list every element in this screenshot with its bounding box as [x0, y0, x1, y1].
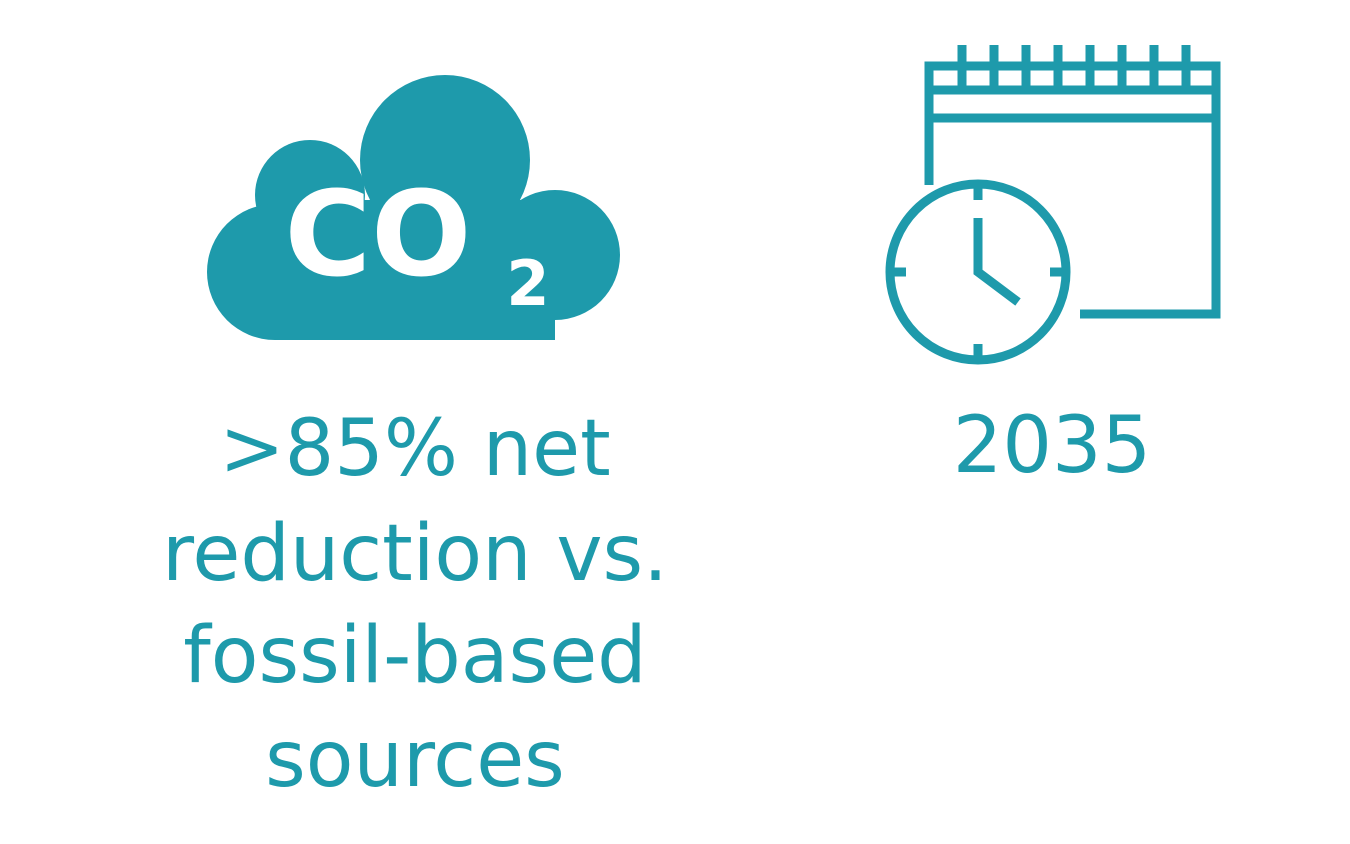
stat-text: sources — [265, 715, 565, 805]
calendar-frame — [924, 61, 1221, 319]
clock-hands — [973, 218, 1021, 306]
year-text: 2035 — [953, 401, 1152, 491]
calendar-icon — [885, 45, 1221, 365]
cloud-icon — [207, 75, 620, 340]
cloud-part — [275, 200, 555, 340]
stat-text: fossil-based — [183, 611, 646, 701]
stat-text: reduction vs. — [162, 509, 668, 599]
stat-text: >85% net — [219, 404, 611, 494]
calendar-rings — [957, 45, 1191, 90]
co-subscript: 2 — [506, 247, 549, 320]
co-text: CO — [285, 165, 472, 303]
